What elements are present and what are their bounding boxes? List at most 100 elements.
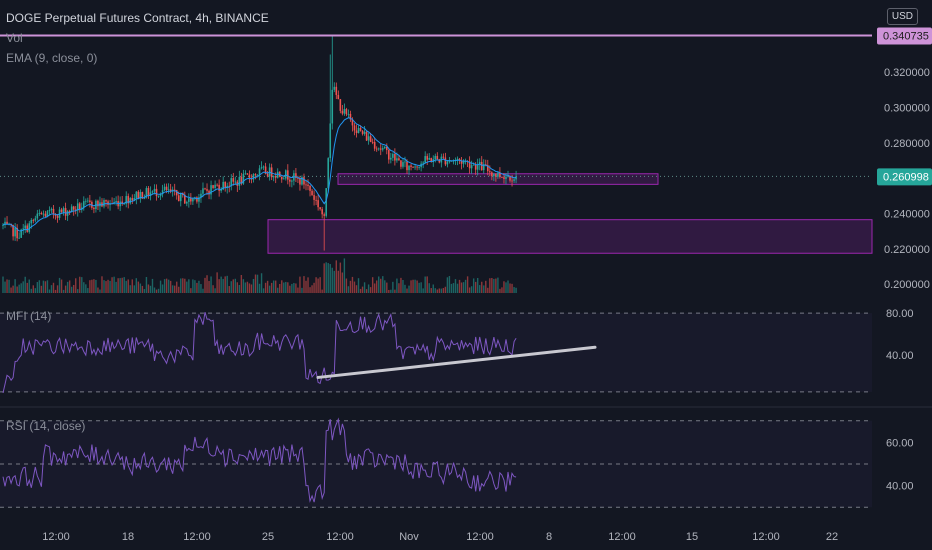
volume-bar [64,285,67,293]
mfi-trendline[interactable] [316,345,597,379]
rsi-label[interactable]: RSI (14, close) [6,419,86,433]
volume-bar [62,289,65,293]
volume-bar [507,280,509,293]
volume-bar [325,262,327,293]
candle-body [424,156,426,163]
time-tick-label: 18 [122,531,134,543]
candle-body [499,172,501,178]
candle-body [50,208,53,211]
candle-body [458,158,461,161]
volume-bar [434,288,436,293]
candle-body [491,172,493,177]
candle-body [192,198,194,202]
volume-bar [442,288,445,293]
candle-body [131,198,134,201]
volume-bar [252,278,255,293]
time-tick-label: 12:00 [466,531,494,543]
currency-button[interactable]: USD [886,8,918,25]
time-tick-label: 22 [826,531,838,543]
volume-bar [97,287,99,293]
volume-bar [216,272,218,293]
candle-body [2,224,4,226]
volume-bar [301,287,303,293]
candle-body [396,158,398,161]
candle-body [436,155,439,160]
volume-bar [452,283,455,293]
candle-body [83,201,85,208]
candle-body [155,188,158,197]
candle-body [345,109,348,115]
volume-bar [497,277,499,293]
candle-body [169,189,172,192]
volume-bar [483,285,485,293]
volume-bar [36,282,39,293]
volume-bar [444,286,447,293]
volume-bar [6,279,8,293]
volume-bar [52,282,55,293]
volume-bar [113,276,115,293]
candle-body [214,184,216,188]
volume-bar [163,279,166,293]
volume-bar [250,284,253,293]
candle-body [121,201,123,204]
candle-body [331,89,334,124]
volume-bar [388,289,390,293]
candle-body [244,173,247,175]
price-tick-label: 0.320000 [884,67,930,79]
ema-label[interactable]: EMA (9, close, 0) [6,51,98,65]
chart-title[interactable]: DOGE Perpetual Futures Contract, 4h, BIN… [6,11,269,25]
candle-body [383,146,386,149]
candle-body [470,165,473,169]
candle-body [16,227,18,239]
candle-body [107,201,109,205]
candle-body [365,131,368,141]
volume-bar [93,279,95,293]
candle-body [151,191,154,193]
volume-bar [333,270,335,293]
rsi-tick-label: 60.00 [886,437,914,449]
volume-bar [81,277,83,293]
candle-body [339,99,342,111]
candle-body [46,211,49,217]
volume-bar [258,283,261,293]
volume-bar [46,280,49,293]
candle-body [394,153,396,161]
volume-bar [200,284,202,293]
candle-body [119,201,121,207]
candle-body [24,225,27,229]
volume-bar [311,285,313,293]
volume-bar [371,277,374,293]
volume-bar [313,282,315,293]
candle-body [157,196,160,197]
candle-body [375,148,378,150]
candle-body [377,148,380,150]
volume-bar [281,280,283,293]
volume-bar [503,281,505,293]
candle-body [85,200,87,202]
volume-label[interactable]: Vol [6,31,23,45]
volume-bar [446,277,449,293]
volume-bar [28,279,30,293]
volume-bar [12,285,14,293]
candle-body [408,165,410,171]
trendline-drawing [316,345,597,379]
volume-bar [171,285,174,293]
candle-body [337,94,340,100]
volume-bar [343,258,346,293]
volume-bar [42,280,45,293]
candle-body [240,176,243,184]
candle-body [177,195,180,202]
candle-body [456,158,459,161]
candle-body [400,160,402,167]
price-candles[interactable] [2,35,517,251]
volume-bar [75,278,77,293]
volume-bar [149,285,152,293]
volume-bar [380,278,382,293]
mfi-label[interactable]: MFI (14) [6,309,52,323]
candle-body [22,228,24,230]
volume-bar [87,288,89,293]
volume-bar [335,260,337,293]
volume-bar [230,281,232,293]
volume-bar [242,279,245,293]
